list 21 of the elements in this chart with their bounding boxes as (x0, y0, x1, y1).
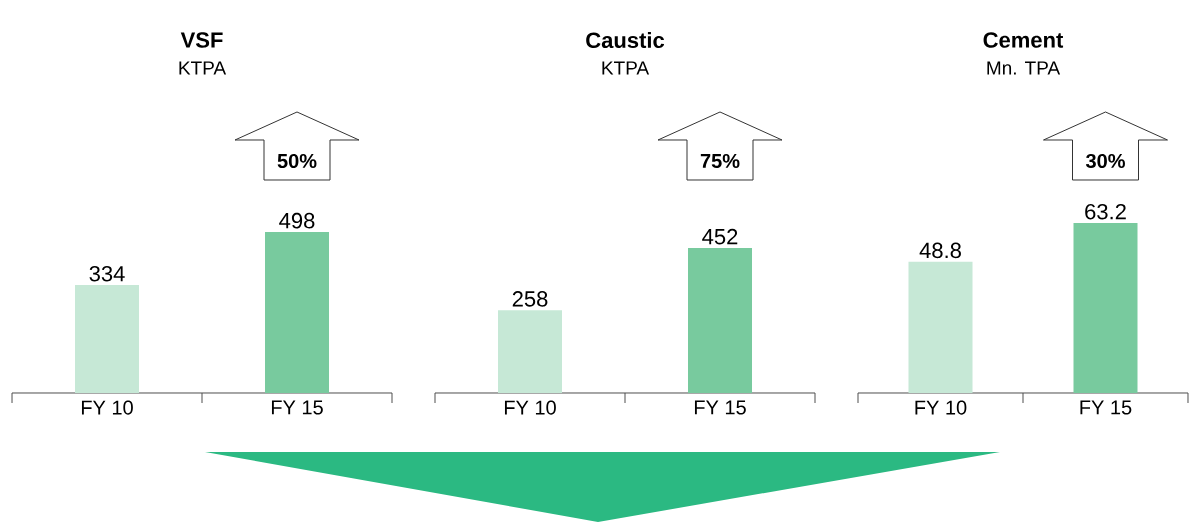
chart-title: Cement (983, 32, 1064, 48)
chart-subtitle: KTPA (602, 61, 650, 75)
data-label: 334 (89, 265, 125, 282)
x-tick-label: FY 10 (915, 400, 967, 415)
data-label: 258 (512, 291, 548, 307)
text: 75% (700, 153, 740, 169)
x-tick-label: FY 10 (81, 400, 133, 415)
text: 50% (277, 153, 317, 169)
chart-subtitle: Mn. TPA (987, 61, 1061, 75)
data-label: 452 (702, 228, 738, 245)
chart-title: Caustic (586, 31, 665, 49)
data-label: 63.2 (1085, 203, 1126, 220)
x-tick-label: FY 15 (1080, 400, 1132, 415)
x-tick-label: FY 15 (694, 400, 746, 415)
x-tick-label: FY 15 (271, 400, 323, 415)
text: 30% (1085, 153, 1125, 169)
chart-subtitle: KTPA (179, 61, 227, 75)
data-label: 498 (279, 212, 315, 229)
x-tick-label: FY 10 (504, 400, 556, 415)
data-label: 48.8 (919, 242, 961, 259)
chart-title: VSF (180, 32, 223, 48)
